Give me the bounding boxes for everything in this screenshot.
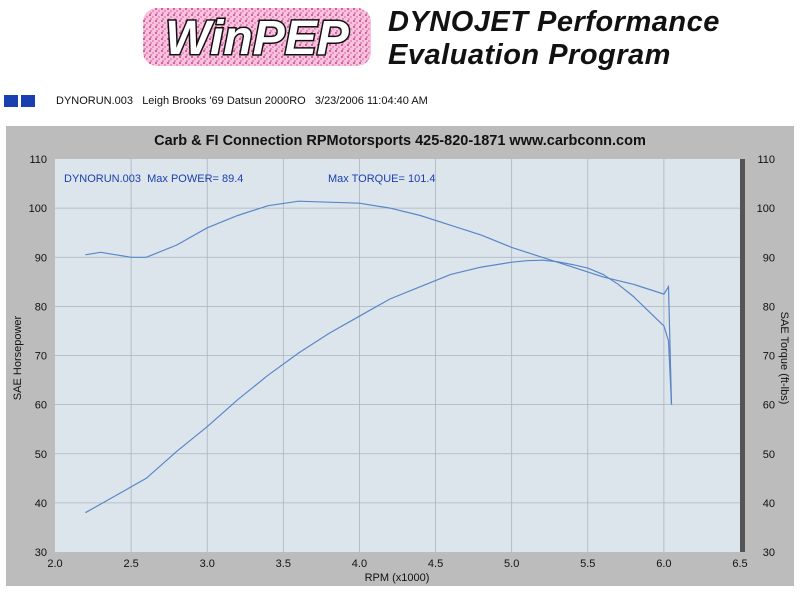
x-tick-label: 4.0 xyxy=(352,558,367,570)
y-tick-label-left: 50 xyxy=(35,449,47,461)
y-tick-label-left: 40 xyxy=(35,498,47,510)
y-tick-label-right: 70 xyxy=(763,351,775,363)
x-tick-label: 6.5 xyxy=(732,558,747,570)
program-title: DYNOJET Performance Evaluation Program xyxy=(388,6,720,72)
x-tick-label: 5.0 xyxy=(504,558,519,570)
x-tick-label: 5.5 xyxy=(580,558,595,570)
y-tick-label-left: 30 xyxy=(35,547,47,559)
legend-max-torque: Max TORQUE= 101.4 xyxy=(328,173,436,185)
run-color-swatch-2 xyxy=(21,95,35,107)
legend-max-power: DYNORUN.003 Max POWER= 89.4 xyxy=(64,173,243,185)
y-tick-label-right: 110 xyxy=(757,154,775,166)
series-group xyxy=(85,200,673,514)
y-tick-label-right: 90 xyxy=(763,252,775,264)
program-title-line2: Evaluation Program xyxy=(388,39,671,71)
y-tick-label-right: 50 xyxy=(763,449,775,461)
logo-text: WinPEP xyxy=(165,12,350,65)
dyno-chart: Carb & FI Connection RPMotorsports 425-8… xyxy=(6,126,794,586)
x-tick-label: 3.5 xyxy=(276,558,291,570)
y-tick-label-left: 90 xyxy=(35,252,47,264)
program-title-line1: DYNOJET Performance xyxy=(388,6,720,38)
tick-labels: 2.0 2.5 3.0 3.5 4.0 4.5 5.0 5.5 6.0 6.5 30 30 40 40 50… xyxy=(29,154,775,570)
y-tick-label-left: 80 xyxy=(35,301,47,313)
y-axis-label-left: SAE Horsepower xyxy=(12,315,24,400)
x-axis-label: RPM (x1000) xyxy=(365,572,430,584)
chart-title: Carb & FI Connection RPMotorsports 425-8… xyxy=(154,133,646,149)
y-tick-label-left: 100 xyxy=(29,203,47,215)
winpep-logo: WinPEP xyxy=(143,8,371,66)
x-tick-label: 4.5 xyxy=(428,558,443,570)
x-tick-label: 6.0 xyxy=(656,558,671,570)
run-color-swatch xyxy=(4,95,18,107)
series-line-torque xyxy=(85,200,673,405)
y-tick-label-right: 100 xyxy=(757,203,775,215)
y-tick-label-right: 60 xyxy=(763,400,775,412)
x-tick-label: 2.5 xyxy=(123,558,138,570)
right-axis-bar xyxy=(740,159,745,552)
y-tick-label-right: 80 xyxy=(763,301,775,313)
x-tick-label: 3.0 xyxy=(200,558,215,570)
y-tick-label-right: 30 xyxy=(763,547,775,559)
run-info-text: DYNORUN.003 Leigh Brooks '69 Datsun 2000… xyxy=(56,95,428,107)
y-tick-label-left: 60 xyxy=(35,400,47,412)
y-tick-label-right: 40 xyxy=(763,498,775,510)
y-tick-label-left: 70 xyxy=(35,351,47,363)
x-tick-label: 2.0 xyxy=(47,558,62,570)
run-info-row: DYNORUN.003 Leigh Brooks '69 Datsun 2000… xyxy=(4,94,428,108)
y-axis-label-right: SAE Torque (ft-lbs) xyxy=(778,312,790,405)
series-line-power xyxy=(85,259,673,514)
y-tick-label-left: 110 xyxy=(29,154,47,166)
grid xyxy=(55,159,740,552)
